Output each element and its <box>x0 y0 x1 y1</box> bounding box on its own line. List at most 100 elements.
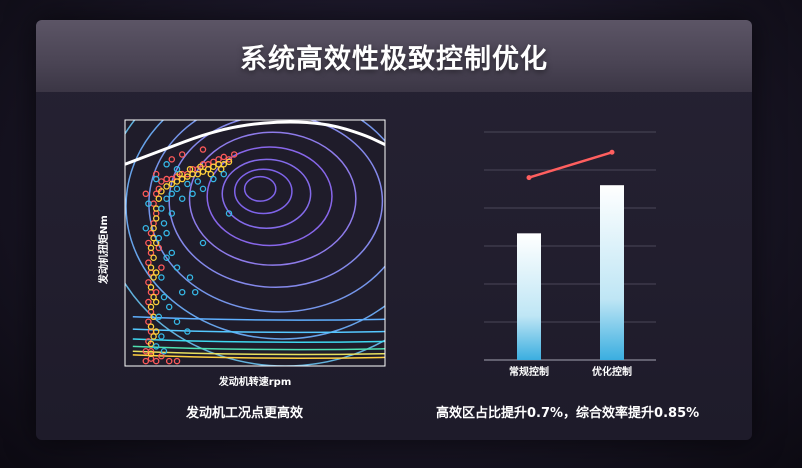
trend-point <box>526 175 532 181</box>
scatter-point <box>163 161 170 168</box>
efficiency-contour <box>125 120 385 340</box>
efficiency-contour <box>132 338 385 343</box>
scatter-point <box>145 200 152 207</box>
scatter-point <box>145 259 152 266</box>
scatter-point <box>210 175 217 183</box>
scatter-point <box>220 170 228 178</box>
scatter-point <box>184 328 191 335</box>
scatter-point <box>160 347 168 355</box>
scatter-point <box>220 161 228 168</box>
scatter-point <box>152 175 160 183</box>
engine-operating-map-chart: 发动机扭矩Nm 发动机转速rpm <box>97 119 386 388</box>
trend-segment <box>528 151 613 179</box>
scatter-point <box>225 210 233 217</box>
trend-point <box>609 149 615 155</box>
efficiency-contour <box>206 146 333 247</box>
scatter-point <box>152 190 160 198</box>
scatter-point <box>165 303 173 311</box>
scatter-point <box>168 210 176 217</box>
efficiency-contour <box>132 328 385 334</box>
scatter-point <box>160 293 168 301</box>
scatter-point <box>155 195 163 202</box>
scatter-point <box>194 178 202 185</box>
efficiency-contour <box>188 131 357 266</box>
bar <box>600 185 624 360</box>
scatter-point <box>163 183 170 190</box>
scatter-point <box>199 146 207 153</box>
scatter-point <box>199 185 207 193</box>
scatter-point <box>184 173 191 180</box>
scatter-point <box>168 156 176 163</box>
scatter-point <box>147 303 155 311</box>
scatter-point <box>176 170 183 178</box>
scatter-point <box>152 288 160 296</box>
scatter-point <box>204 165 212 173</box>
scatter-point <box>210 163 217 170</box>
bar <box>517 233 541 360</box>
scatter-point <box>158 352 165 360</box>
scatter-point <box>173 165 181 173</box>
scatter-point <box>160 220 168 227</box>
scatter-point <box>152 298 160 306</box>
scatter-point <box>163 195 170 202</box>
scatter-point <box>184 180 191 188</box>
efficiency-contour <box>132 350 385 356</box>
scatter-point <box>158 264 165 271</box>
scatter-point <box>173 185 181 193</box>
scatter-point <box>199 168 207 175</box>
scatter-point <box>173 357 181 365</box>
scatter-point <box>152 343 160 350</box>
category-label: 常规控制 <box>509 365 549 378</box>
bars <box>517 185 624 360</box>
scatter-point <box>168 249 176 257</box>
efficiency-contour <box>243 175 277 202</box>
scatter-point <box>152 269 160 276</box>
x-axis-label: 发动机转速rpm <box>218 375 292 388</box>
scatter-point <box>152 215 160 222</box>
scatter-point <box>186 274 194 281</box>
scatter-point <box>155 313 163 321</box>
plot-background <box>125 120 385 366</box>
scatter-point <box>165 357 173 365</box>
scatter-point <box>178 195 186 202</box>
scatter-point <box>220 153 228 161</box>
scatter-point <box>178 175 186 183</box>
scatter-point <box>150 254 157 262</box>
scatter-point <box>158 188 165 195</box>
right-caption: 高效区占比提升0.7%，综合效率提升0.85% <box>436 406 700 421</box>
scatter-point <box>147 229 155 237</box>
scatter-point <box>145 239 152 247</box>
max-torque-curve <box>124 120 386 166</box>
scatter-point <box>145 318 152 325</box>
scatter-point <box>217 165 225 173</box>
scatter-point <box>150 224 157 232</box>
scatter-point <box>147 284 155 291</box>
scatter-point <box>158 205 165 212</box>
page-title: 系统高效性极致控制优化 <box>240 43 548 75</box>
scatter-point <box>194 170 202 178</box>
scatter-point <box>168 190 176 198</box>
scatter-point <box>178 288 186 296</box>
scatter-point <box>152 357 160 365</box>
scatter-point <box>186 165 194 173</box>
scatter-point <box>152 328 160 335</box>
trend-line <box>526 149 615 181</box>
scatter-point <box>142 357 150 365</box>
scatter-point <box>147 244 155 252</box>
scatter-point <box>199 239 207 247</box>
efficiency-contour <box>221 158 312 229</box>
efficiency-contours <box>125 120 385 366</box>
scatter-point <box>147 340 155 348</box>
scatter-point <box>225 158 233 166</box>
scatter-point <box>152 239 160 247</box>
operating-points <box>142 146 238 365</box>
category-labels: 常规控制 优化控制 <box>509 365 632 378</box>
left-caption: 发动机工况点更高效 <box>186 406 304 421</box>
scatter-point <box>163 229 170 237</box>
scatter-point <box>158 178 165 185</box>
scatter-point <box>142 224 150 232</box>
scatter-point <box>189 190 196 198</box>
scatter-point <box>173 264 181 271</box>
scatter-point <box>147 350 155 357</box>
scatter-point <box>145 298 152 306</box>
